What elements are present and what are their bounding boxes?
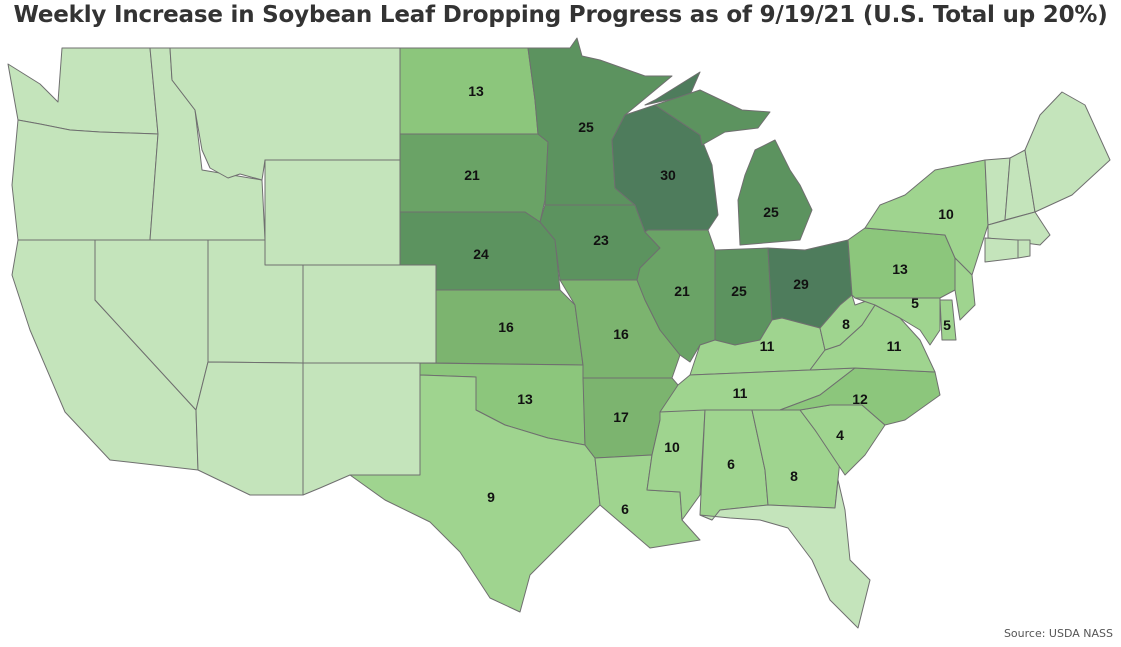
label-sd: 21: [464, 167, 480, 183]
label-ne: 24: [473, 246, 489, 262]
label-pa: 13: [892, 261, 908, 277]
state-az[interactable]: [195, 361, 304, 496]
state-nj[interactable]: [954, 257, 976, 321]
label-ky: 11: [760, 338, 775, 354]
state-shapes: [7, 37, 1111, 629]
state-tx[interactable]: [349, 374, 601, 613]
state-de[interactable]: [939, 299, 957, 341]
label-tx: 9: [487, 489, 495, 505]
label-ok: 13: [517, 391, 533, 407]
source-note: Source: USDA NASS: [1003, 627, 1113, 640]
label-mn: 25: [578, 119, 594, 135]
label-tn: 11: [733, 385, 748, 401]
state-wa[interactable]: [7, 47, 159, 135]
label-ia: 23: [593, 232, 609, 248]
label-nc: 12: [852, 391, 868, 407]
label-in: 25: [731, 283, 747, 299]
label-oh: 29: [793, 276, 809, 292]
state-mi-up[interactable]: [654, 89, 771, 146]
state-ma[interactable]: [987, 211, 1051, 246]
label-ny: 10: [938, 206, 954, 222]
label-va: 11: [887, 338, 902, 354]
label-nd: 13: [468, 83, 484, 99]
state-ri[interactable]: [1017, 239, 1031, 259]
state-ct[interactable]: [984, 237, 1019, 263]
state-mi[interactable]: [737, 139, 813, 246]
label-il: 21: [674, 283, 690, 299]
state-value-labels: 13 21 24 16 13 9 25 23 16 17 6 30 21 25 …: [464, 83, 954, 517]
label-mo: 16: [613, 326, 629, 342]
label-md: 5: [911, 295, 919, 311]
label-al: 6: [727, 456, 735, 472]
label-mi: 25: [763, 204, 779, 220]
label-sc: 4: [836, 427, 844, 443]
state-wy[interactable]: [264, 159, 401, 266]
state-co[interactable]: [302, 264, 437, 364]
label-ms: 10: [664, 439, 680, 455]
state-nc[interactable]: [779, 367, 941, 426]
state-fl[interactable]: [699, 479, 871, 629]
label-ks: 16: [498, 319, 514, 335]
state-me[interactable]: [1024, 91, 1111, 213]
label-de: 5: [943, 317, 951, 333]
label-wv: 8: [842, 316, 850, 332]
label-la: 6: [621, 501, 629, 517]
label-wi: 30: [660, 167, 676, 183]
label-ga: 8: [790, 468, 798, 484]
label-ar: 17: [613, 409, 629, 425]
state-or[interactable]: [11, 119, 159, 241]
map-title: Weekly Increase in Soybean Leaf Dropping…: [13, 2, 1108, 28]
